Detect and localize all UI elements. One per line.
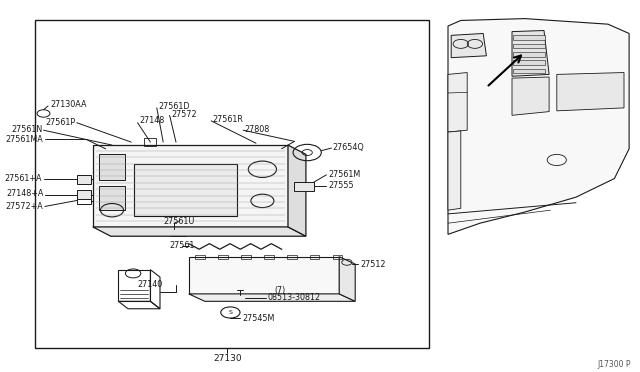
Polygon shape bbox=[448, 73, 467, 132]
Bar bbox=[134, 164, 237, 216]
Polygon shape bbox=[93, 145, 288, 227]
Bar bbox=[513, 69, 545, 73]
Text: 27512: 27512 bbox=[360, 260, 386, 269]
Text: 27561D: 27561D bbox=[158, 102, 189, 110]
Text: 27561M: 27561M bbox=[328, 170, 360, 179]
Bar bbox=[294, 182, 314, 191]
Text: 27561+A: 27561+A bbox=[4, 174, 42, 183]
Text: 27130: 27130 bbox=[213, 355, 241, 363]
Polygon shape bbox=[557, 73, 624, 111]
Text: S: S bbox=[228, 310, 232, 315]
Text: 27130AA: 27130AA bbox=[50, 100, 86, 109]
Bar bbox=[35, 20, 429, 348]
Text: 27140: 27140 bbox=[138, 280, 163, 289]
Bar bbox=[513, 60, 545, 65]
Text: 27561P: 27561P bbox=[45, 118, 76, 126]
Text: (7): (7) bbox=[274, 286, 285, 295]
Text: 27572+A: 27572+A bbox=[6, 202, 44, 211]
Bar bbox=[77, 190, 91, 199]
Polygon shape bbox=[339, 257, 355, 301]
Polygon shape bbox=[448, 19, 629, 234]
Bar bbox=[170, 229, 186, 236]
Polygon shape bbox=[448, 131, 461, 210]
Polygon shape bbox=[189, 257, 339, 294]
Polygon shape bbox=[512, 31, 549, 76]
Bar bbox=[513, 35, 545, 40]
Bar bbox=[144, 138, 156, 146]
Text: 27808: 27808 bbox=[244, 125, 269, 134]
Text: 27555: 27555 bbox=[328, 182, 354, 190]
Bar bbox=[99, 154, 125, 180]
Bar bbox=[99, 186, 125, 210]
Polygon shape bbox=[445, 19, 630, 264]
Text: 27561U: 27561U bbox=[163, 217, 195, 226]
Text: 27148: 27148 bbox=[139, 116, 164, 125]
Polygon shape bbox=[512, 77, 549, 115]
Bar bbox=[77, 197, 91, 204]
Polygon shape bbox=[93, 227, 306, 236]
Text: 27148+A: 27148+A bbox=[6, 189, 44, 198]
Text: 27561: 27561 bbox=[170, 241, 195, 250]
Bar bbox=[77, 175, 91, 184]
Polygon shape bbox=[189, 294, 355, 301]
Text: J17300 P: J17300 P bbox=[597, 360, 630, 369]
Text: 27561N: 27561N bbox=[11, 125, 42, 134]
Text: 27561R: 27561R bbox=[212, 115, 243, 124]
Text: 27561MA: 27561MA bbox=[6, 135, 44, 144]
Text: 27572: 27572 bbox=[171, 110, 196, 119]
Polygon shape bbox=[451, 33, 486, 58]
Bar bbox=[513, 44, 545, 48]
Bar bbox=[513, 52, 545, 57]
Text: 08513-30812: 08513-30812 bbox=[268, 293, 321, 302]
Text: 27654Q: 27654Q bbox=[333, 143, 365, 152]
Text: 27545M: 27545M bbox=[242, 314, 275, 323]
Polygon shape bbox=[288, 145, 306, 236]
